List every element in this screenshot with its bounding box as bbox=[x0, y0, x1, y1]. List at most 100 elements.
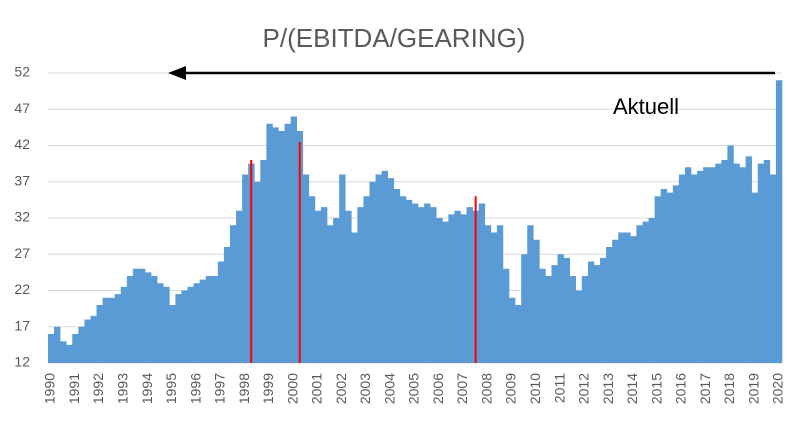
bar bbox=[436, 218, 443, 363]
bar bbox=[90, 315, 97, 363]
bar bbox=[678, 174, 686, 363]
bar bbox=[563, 257, 570, 363]
y-tick-label: 32 bbox=[14, 209, 30, 225]
chart-title: P/(EBITDA/GEARING) bbox=[263, 23, 526, 53]
bar bbox=[600, 257, 607, 363]
bar bbox=[721, 160, 728, 363]
bar bbox=[684, 167, 692, 363]
x-tick-label: 1991 bbox=[66, 373, 82, 404]
bar bbox=[478, 203, 486, 363]
x-tick-label: 1992 bbox=[90, 373, 106, 404]
x-tick-label: 2005 bbox=[406, 373, 422, 404]
bar bbox=[606, 247, 613, 363]
bar bbox=[266, 123, 273, 363]
bar bbox=[102, 297, 109, 363]
y-tick-label: 27 bbox=[14, 245, 30, 261]
bar bbox=[751, 192, 759, 363]
bar bbox=[709, 167, 716, 363]
bar bbox=[636, 225, 643, 363]
bar bbox=[327, 225, 334, 363]
x-tick-label: 2017 bbox=[697, 373, 713, 404]
y-tick-label: 22 bbox=[14, 281, 30, 297]
bar bbox=[236, 210, 243, 363]
bar bbox=[181, 290, 188, 363]
bar bbox=[308, 196, 316, 363]
bar bbox=[54, 326, 61, 363]
bar bbox=[260, 160, 267, 363]
x-tick-label: 2007 bbox=[454, 373, 470, 404]
bar bbox=[775, 80, 783, 363]
bar bbox=[733, 163, 740, 363]
bar bbox=[375, 174, 382, 363]
bar bbox=[387, 178, 395, 363]
y-tick-label: 47 bbox=[14, 100, 30, 116]
bar bbox=[320, 207, 328, 363]
x-tick-label: 1995 bbox=[163, 373, 179, 404]
bar bbox=[211, 276, 219, 363]
bar bbox=[314, 210, 322, 363]
x-tick-label: 1999 bbox=[260, 373, 276, 404]
bar bbox=[242, 174, 249, 363]
x-tick-label: 2004 bbox=[381, 373, 397, 404]
bar bbox=[272, 127, 279, 363]
bar bbox=[666, 192, 674, 363]
highlight-bar bbox=[298, 141, 301, 363]
highlight-bar bbox=[474, 196, 477, 363]
bar bbox=[502, 268, 510, 363]
bar bbox=[114, 294, 122, 363]
x-tick-label: 2003 bbox=[357, 373, 373, 404]
y-tick-label: 52 bbox=[14, 64, 30, 80]
bar bbox=[691, 174, 698, 363]
bar bbox=[515, 305, 522, 363]
bar bbox=[351, 232, 358, 363]
bar bbox=[345, 210, 352, 363]
bar bbox=[187, 286, 194, 363]
bar bbox=[96, 305, 103, 363]
bar bbox=[757, 163, 765, 363]
x-tick-label: 1996 bbox=[187, 373, 203, 404]
bar bbox=[78, 326, 85, 363]
bar bbox=[763, 160, 771, 363]
plot-area: 12 17 22 27 32 37 42 47 52 1990 1991 1992 1993 1994 19… bbox=[14, 64, 785, 404]
bar bbox=[642, 221, 649, 363]
bar bbox=[490, 232, 498, 363]
bar bbox=[223, 247, 231, 363]
bar bbox=[60, 341, 67, 363]
x-tick-label: 2014 bbox=[624, 373, 640, 404]
bar bbox=[660, 189, 668, 363]
bar bbox=[739, 167, 746, 363]
bar bbox=[120, 286, 128, 363]
bar bbox=[533, 239, 540, 363]
bar bbox=[551, 265, 558, 363]
bar bbox=[612, 239, 619, 363]
x-tick-label: 2013 bbox=[600, 373, 616, 404]
bar bbox=[333, 218, 340, 363]
bar bbox=[405, 199, 413, 363]
bar bbox=[466, 207, 473, 363]
bar bbox=[193, 283, 200, 363]
bar bbox=[484, 225, 492, 363]
bar bbox=[169, 305, 176, 363]
bar bbox=[163, 286, 170, 363]
x-tick-label: 2020 bbox=[770, 373, 786, 404]
bar bbox=[66, 344, 73, 363]
bar bbox=[581, 276, 589, 363]
y-tick-label: 17 bbox=[14, 317, 30, 333]
bar bbox=[84, 319, 91, 363]
x-tick-label: 1994 bbox=[139, 373, 155, 404]
bar bbox=[175, 294, 182, 363]
x-tick-label: 1990 bbox=[42, 373, 58, 404]
bar bbox=[703, 167, 710, 363]
bar bbox=[411, 203, 419, 363]
x-tick-label: 2010 bbox=[527, 373, 543, 404]
bar bbox=[618, 232, 625, 363]
bar bbox=[381, 170, 389, 363]
bar bbox=[393, 189, 401, 363]
bar bbox=[557, 254, 564, 363]
bar bbox=[527, 225, 534, 363]
bar bbox=[521, 254, 528, 363]
bar bbox=[593, 265, 601, 363]
x-tick-label: 2011 bbox=[551, 373, 567, 403]
bar bbox=[496, 225, 504, 363]
